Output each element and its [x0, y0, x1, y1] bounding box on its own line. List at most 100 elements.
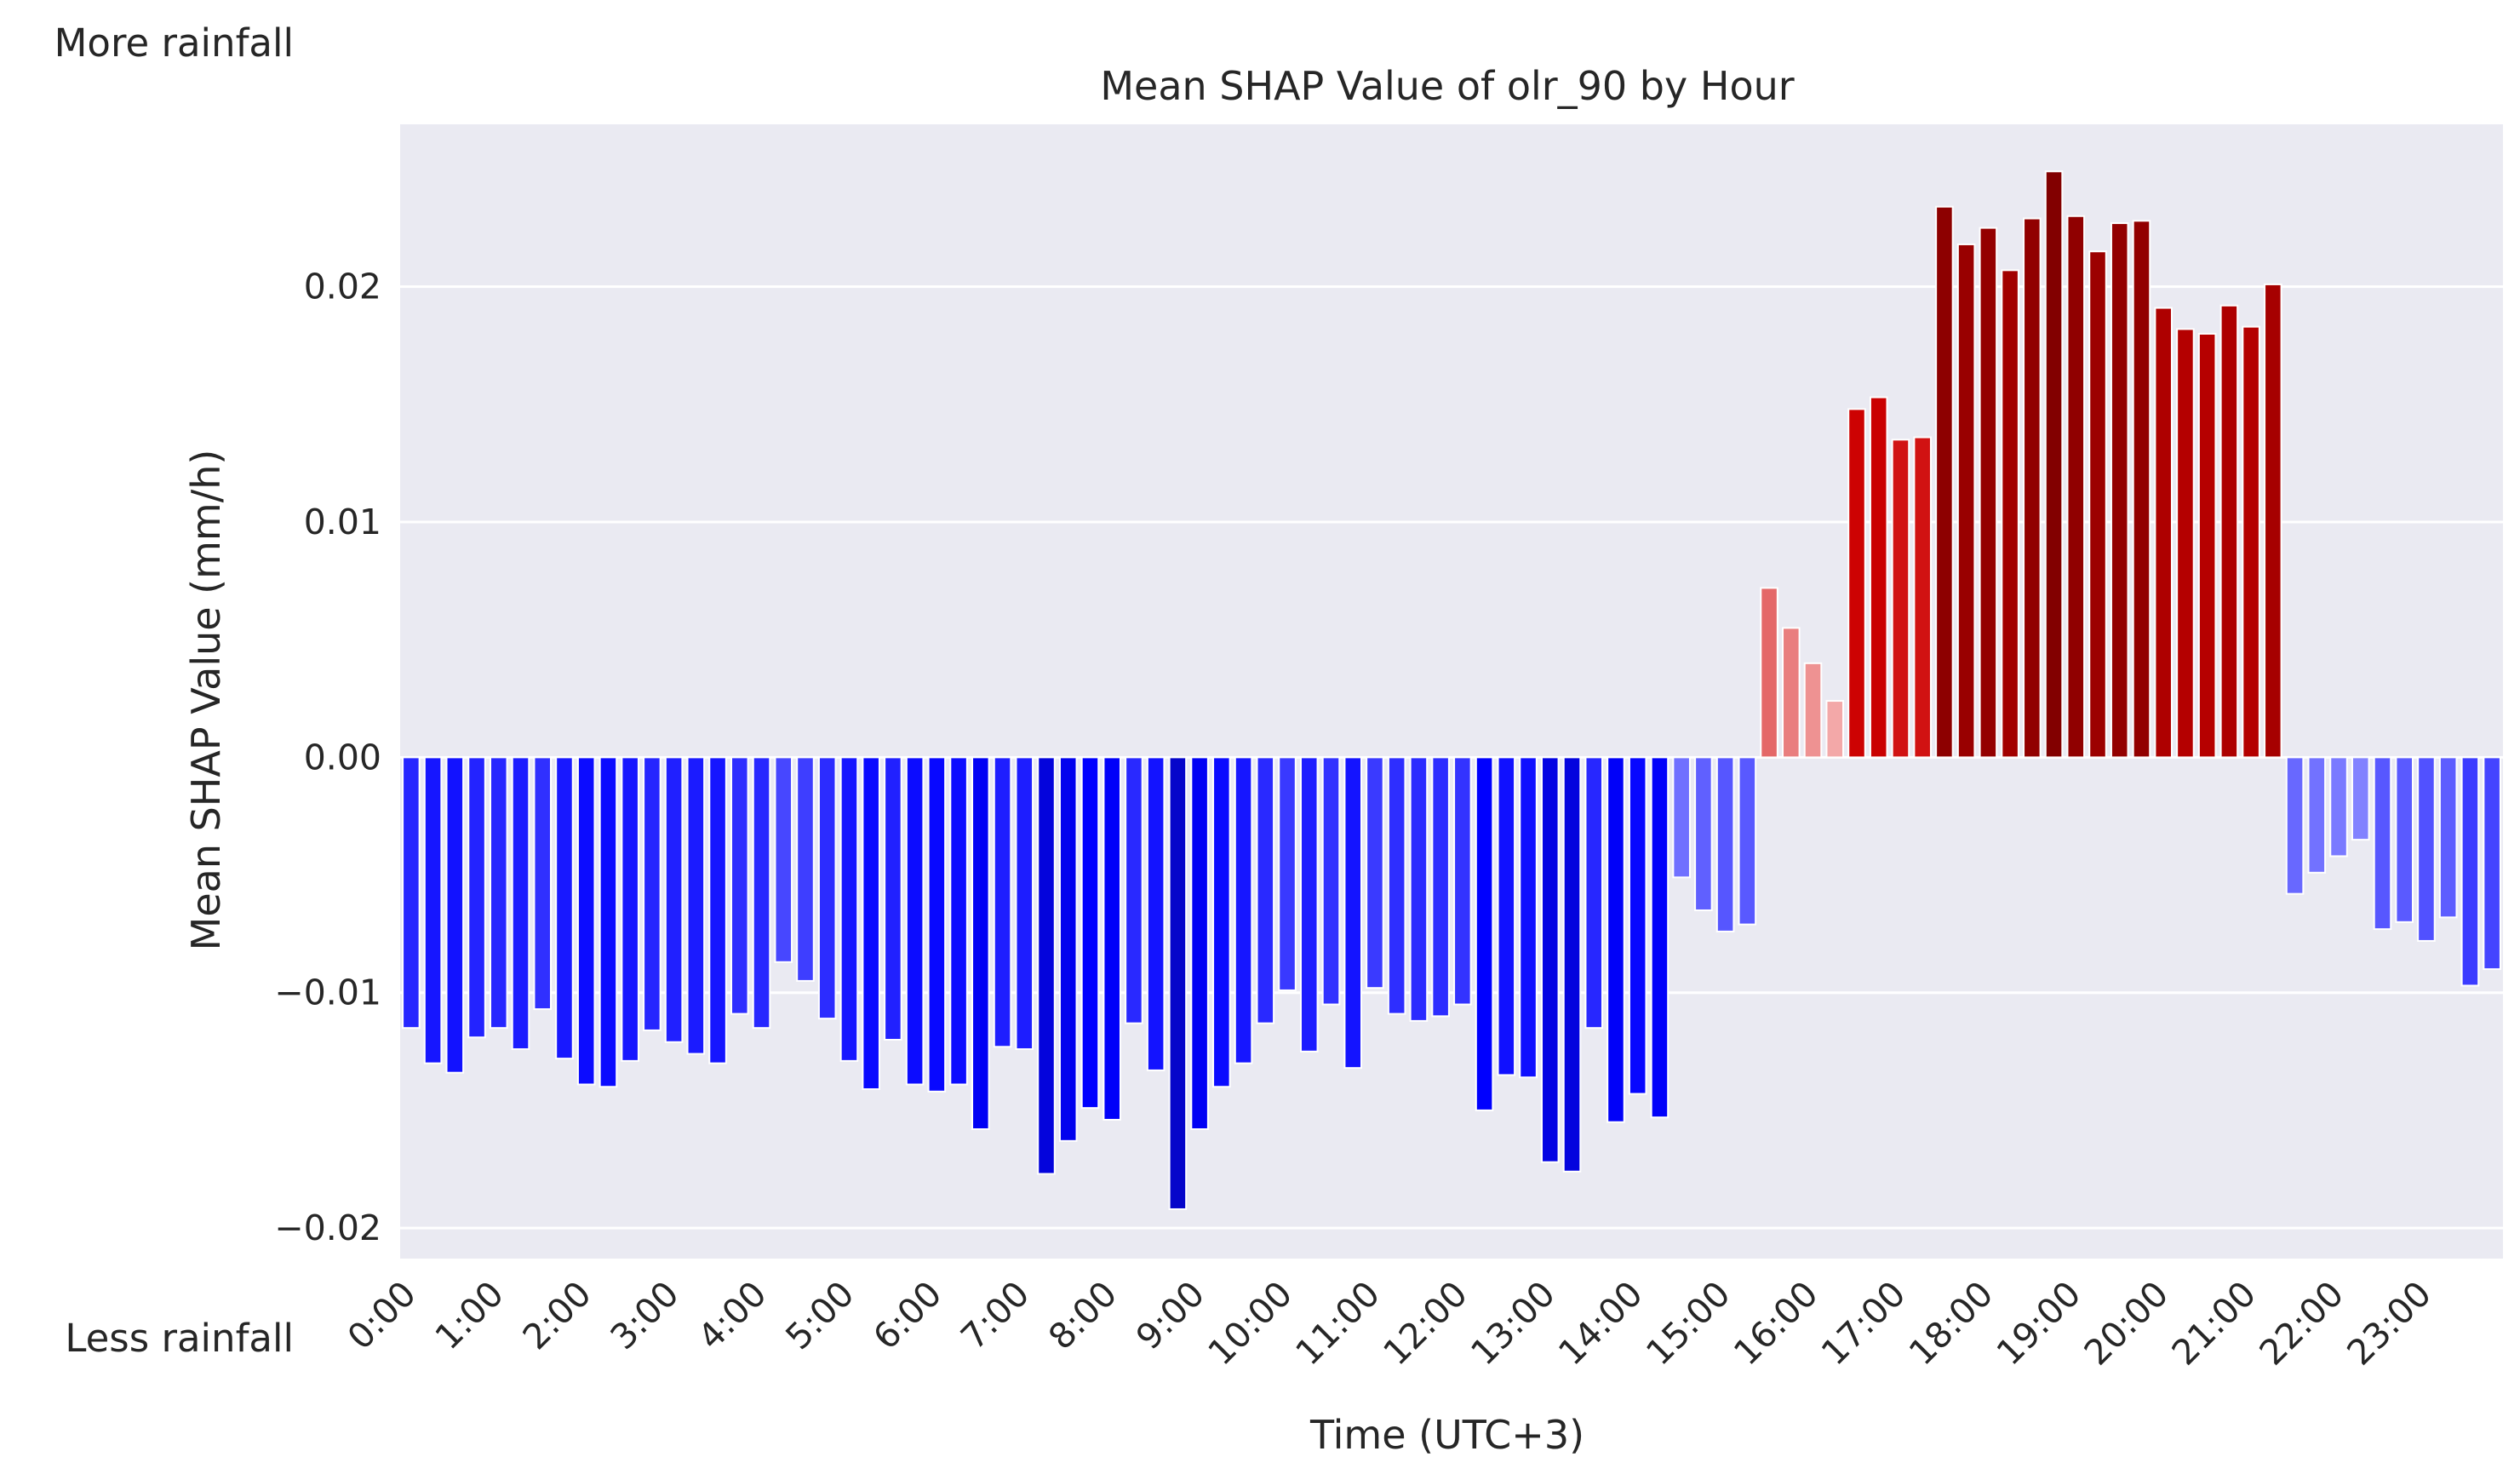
x-tick-label: 8:00	[1040, 1273, 1125, 1357]
bar	[2176, 328, 2195, 759]
bar	[1584, 756, 1604, 1030]
bar	[2219, 304, 2239, 759]
y-tick-labels: −0.02 −0.01 0.00 0.01 0.02	[274, 267, 381, 1248]
bar	[1453, 756, 1472, 1006]
bar	[2395, 756, 2414, 923]
bar	[949, 756, 968, 1086]
x-tick-label: 18:00	[1901, 1273, 2001, 1373]
bar	[905, 756, 925, 1086]
bar	[511, 756, 530, 1051]
bars	[402, 170, 2501, 1210]
bar	[1321, 756, 1341, 1006]
bar	[423, 756, 443, 1064]
bar	[555, 756, 574, 1060]
bar	[2154, 307, 2173, 759]
x-tick-label: 5:00	[777, 1273, 862, 1357]
bar	[1606, 756, 1625, 1123]
bar	[1475, 756, 1494, 1111]
x-tick-label: 20:00	[2076, 1273, 2176, 1373]
bar	[752, 756, 771, 1030]
bar	[1825, 700, 1845, 759]
bar	[1278, 756, 1297, 991]
bar	[2438, 756, 2458, 919]
bar	[2197, 332, 2217, 759]
bar	[1782, 627, 1801, 759]
bar	[2110, 222, 2129, 759]
bar	[884, 756, 902, 1041]
bar	[1343, 756, 1362, 1070]
y-tick-label: −0.02	[274, 1208, 381, 1248]
bar	[1497, 756, 1516, 1076]
bar	[533, 756, 553, 1011]
bar	[1650, 756, 1670, 1119]
bar	[598, 756, 618, 1088]
bar	[1562, 756, 1582, 1173]
x-tick-labels: 0:00 1:00 2:00 3:00 4:00 5:00 6:00 7:00 8:00 9:00…	[340, 1273, 2439, 1373]
bar	[1760, 587, 1778, 759]
bar	[664, 756, 684, 1043]
bar	[1234, 756, 1253, 1064]
chart-title: Mean SHAP Value of olr_90 by Hour	[1100, 63, 1794, 109]
x-tick-label: 12:00	[1375, 1273, 1475, 1373]
bar	[445, 756, 465, 1074]
bar	[2483, 756, 2501, 971]
bar	[2088, 250, 2107, 759]
x-tick-label: 21:00	[2164, 1273, 2264, 1373]
bar	[774, 756, 793, 963]
bar	[708, 756, 727, 1064]
bar	[1519, 756, 1538, 1079]
bar	[1256, 756, 1275, 1024]
x-tick-label: 15:00	[1638, 1273, 1738, 1373]
bar	[1431, 756, 1450, 1018]
bar	[1913, 436, 1932, 759]
x-tick-label: 1:00	[427, 1273, 512, 1357]
bar	[730, 756, 749, 1015]
bar	[927, 756, 947, 1093]
bar	[2066, 215, 2086, 759]
bar	[490, 756, 508, 1030]
bar	[1409, 756, 1429, 1022]
bar	[643, 756, 662, 1031]
x-tick-label: 23:00	[2340, 1273, 2439, 1373]
bar	[971, 756, 990, 1131]
y-tick-label: −0.01	[274, 972, 381, 1013]
bar	[796, 756, 815, 982]
bar	[1891, 439, 1910, 759]
bar	[1847, 408, 1866, 759]
bar	[1738, 756, 1757, 926]
bar	[993, 756, 1012, 1048]
bar	[1387, 756, 1406, 1015]
bar	[817, 756, 837, 1020]
x-tick-label: 6:00	[865, 1273, 949, 1357]
bar	[1037, 756, 1056, 1175]
x-tick-label: 22:00	[2252, 1273, 2351, 1373]
x-tick-label: 11:00	[1288, 1273, 1388, 1373]
y-axis-label: Mean SHAP Value (mm/h)	[183, 450, 229, 951]
x-tick-label: 2:00	[515, 1273, 599, 1357]
bar	[1366, 756, 1384, 990]
plot-background	[400, 124, 2503, 1259]
bar	[1869, 396, 1888, 759]
bar	[1168, 756, 1188, 1210]
bar	[576, 756, 596, 1086]
bar	[862, 756, 880, 1091]
x-tick-label: 19:00	[1989, 1273, 2088, 1373]
bar	[402, 756, 421, 1030]
bar	[2132, 220, 2151, 759]
x-tick-label: 13:00	[1463, 1273, 1562, 1373]
bar	[1541, 756, 1560, 1163]
bar	[1146, 756, 1166, 1071]
x-tick-label: 17:00	[1813, 1273, 1913, 1373]
bar	[1672, 756, 1691, 879]
bar	[2351, 756, 2370, 841]
x-tick-label: 14:00	[1550, 1273, 1650, 1373]
y-tick-label: 0.00	[304, 737, 381, 777]
bar	[1058, 756, 1078, 1142]
bar	[1956, 243, 1976, 759]
bar	[1102, 756, 1121, 1121]
bar	[1125, 756, 1143, 1024]
annotation-less-rainfall: Less rainfall	[65, 1316, 294, 1361]
bar	[1935, 205, 1954, 759]
bar	[1979, 227, 1998, 759]
